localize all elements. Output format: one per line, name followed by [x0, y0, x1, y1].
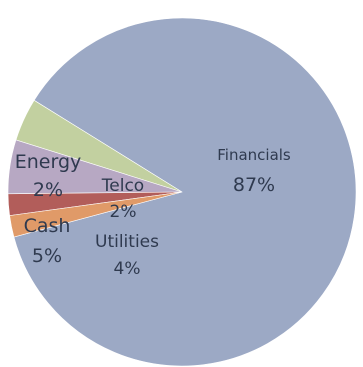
label-telco-name: Telco [101, 176, 144, 196]
label-utilities-value: 4% [114, 259, 141, 279]
label-energy-value: 2% [33, 179, 63, 201]
label-cash-value: 5% [32, 245, 62, 267]
label-telco-value: 2% [110, 202, 137, 222]
pie-slice-energy [9, 191, 183, 238]
label-financials-value: 87% [233, 174, 275, 196]
label-cash-name: Cash [24, 215, 71, 237]
pie-slice-financials [13, 17, 357, 367]
label-financials-name: Financials [217, 146, 291, 164]
data-labels: Financials 87% Utilities 4% Cash 5% Telc… [15, 146, 291, 279]
label-utilities-name: Utilities [95, 232, 159, 252]
label-energy-name: Energy [15, 151, 82, 173]
pie-slices [7, 17, 357, 367]
